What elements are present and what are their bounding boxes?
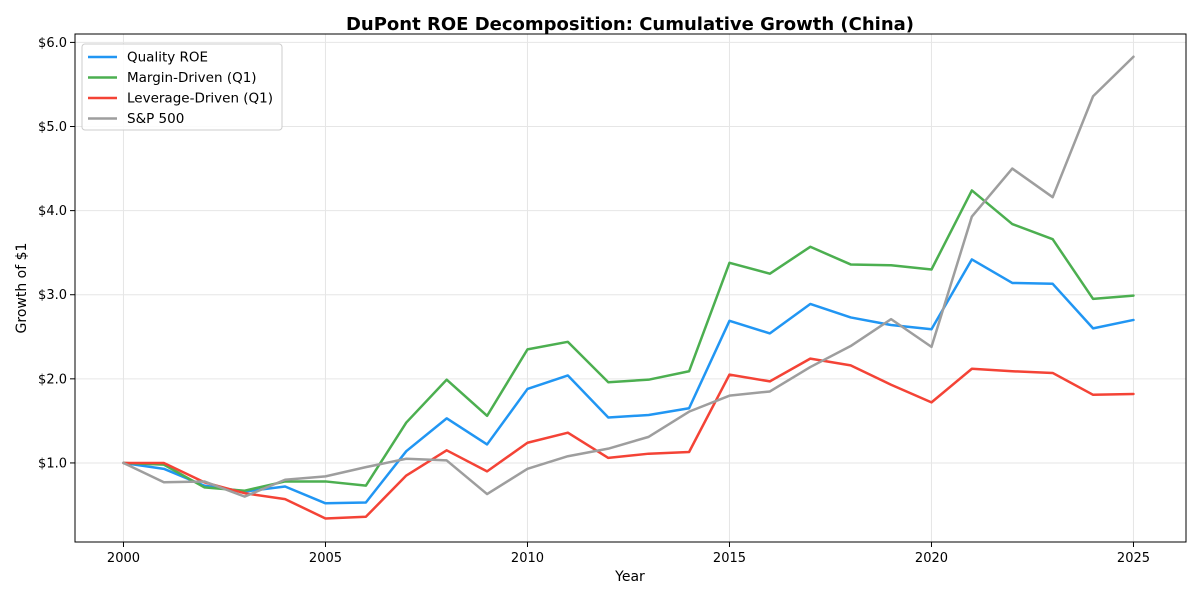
x-tick-label: 2005 (309, 551, 342, 566)
y-tick-label: $5.0 (38, 120, 67, 135)
legend-label-leverage-driven-q1: Leverage-Driven (Q1) (127, 91, 273, 107)
series-line-leverage-driven-q1 (122, 357, 1135, 520)
x-tick-label: 2015 (713, 551, 746, 566)
x-tick-label: 2020 (915, 551, 948, 566)
x-tick-label: 2025 (1117, 551, 1150, 566)
grid (75, 34, 1186, 542)
series-line-quality-roe (122, 258, 1135, 505)
y-tick-label: $3.0 (38, 288, 67, 303)
x-axis: 2000 2005 2010 2015 2020 2025 (107, 542, 1150, 566)
x-tick-label: 2000 (107, 551, 140, 566)
series-line-margin-driven-q1 (122, 189, 1135, 492)
y-axis-label: Growth of $1 (14, 243, 30, 334)
y-axis: $1.0 $2.0 $3.0 $4.0 $5.0 $6.0 (38, 36, 75, 471)
y-tick-label: $6.0 (38, 36, 67, 51)
legend-box (81, 43, 283, 131)
series-line-s-p-500 (122, 55, 1135, 498)
series-lines (122, 55, 1135, 520)
x-axis-label: Year (614, 569, 645, 585)
plot-frame (74, 33, 1187, 543)
legend: Quality ROE Margin-Driven (Q1) Leverage-Dr… (81, 43, 283, 131)
chart-title: DuPont ROE Decomposition: Cumulative Gro… (346, 14, 914, 35)
y-tick-label: $2.0 (38, 372, 67, 387)
legend-label-s-p-500: S&P 500 (127, 111, 184, 127)
y-tick-label: $4.0 (38, 204, 67, 219)
legend-label-quality-roe: Quality ROE (127, 50, 208, 66)
y-tick-label: $1.0 (38, 456, 67, 471)
legend-label-margin-driven-q1: Margin-Driven (Q1) (127, 70, 257, 86)
x-tick-label: 2010 (511, 551, 544, 566)
